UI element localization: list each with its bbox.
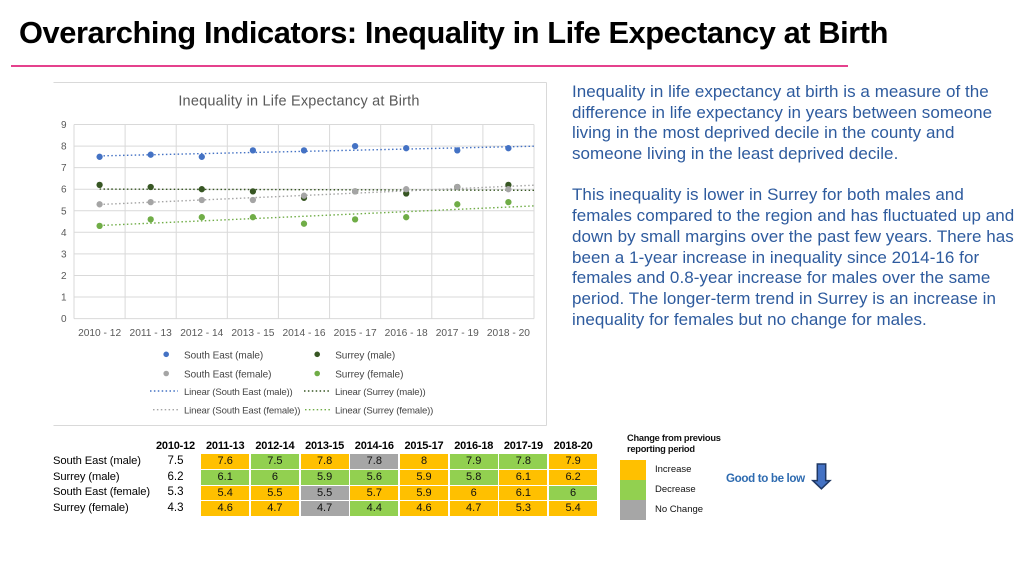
svg-text:2015 - 17: 2015 - 17 bbox=[334, 328, 377, 339]
svg-text:7: 7 bbox=[61, 163, 67, 174]
svg-text:Linear (South East (male)): Linear (South East (male)) bbox=[184, 387, 293, 398]
svg-text:1: 1 bbox=[61, 293, 67, 304]
svg-text:South East (female): South East (female) bbox=[184, 370, 271, 381]
svg-text:5: 5 bbox=[61, 206, 67, 217]
svg-text:0: 0 bbox=[61, 314, 67, 325]
svg-text:2017 - 19: 2017 - 19 bbox=[436, 328, 479, 339]
svg-text:8: 8 bbox=[61, 142, 67, 153]
svg-text:South East (male): South East (male) bbox=[184, 350, 263, 361]
svg-text:Linear (Surrey (female)): Linear (Surrey (female)) bbox=[335, 406, 433, 417]
svg-text:Linear (Surrey (male)): Linear (Surrey (male)) bbox=[335, 387, 426, 398]
svg-text:2016 - 18: 2016 - 18 bbox=[385, 328, 428, 339]
svg-text:4: 4 bbox=[61, 228, 67, 239]
svg-text:9: 9 bbox=[61, 120, 67, 131]
svg-text:Linear (South East (female)): Linear (South East (female)) bbox=[184, 406, 300, 417]
svg-text:2018 - 20: 2018 - 20 bbox=[487, 328, 530, 339]
svg-text:Inequality in Life Expectancy: Inequality in Life Expectancy at Birth bbox=[178, 94, 419, 110]
svg-text:2014 - 16: 2014 - 16 bbox=[282, 328, 325, 339]
svg-text:3: 3 bbox=[61, 249, 67, 260]
svg-text:2: 2 bbox=[61, 271, 67, 282]
svg-text:Surrey (female): Surrey (female) bbox=[335, 370, 403, 381]
svg-text:2011 - 13: 2011 - 13 bbox=[130, 328, 173, 339]
svg-text:2010 - 12: 2010 - 12 bbox=[78, 328, 121, 339]
svg-text:2013 - 15: 2013 - 15 bbox=[231, 328, 274, 339]
svg-text:Surrey (male): Surrey (male) bbox=[335, 350, 395, 361]
svg-text:6: 6 bbox=[61, 185, 67, 196]
svg-text:2012 - 14: 2012 - 14 bbox=[180, 328, 223, 339]
